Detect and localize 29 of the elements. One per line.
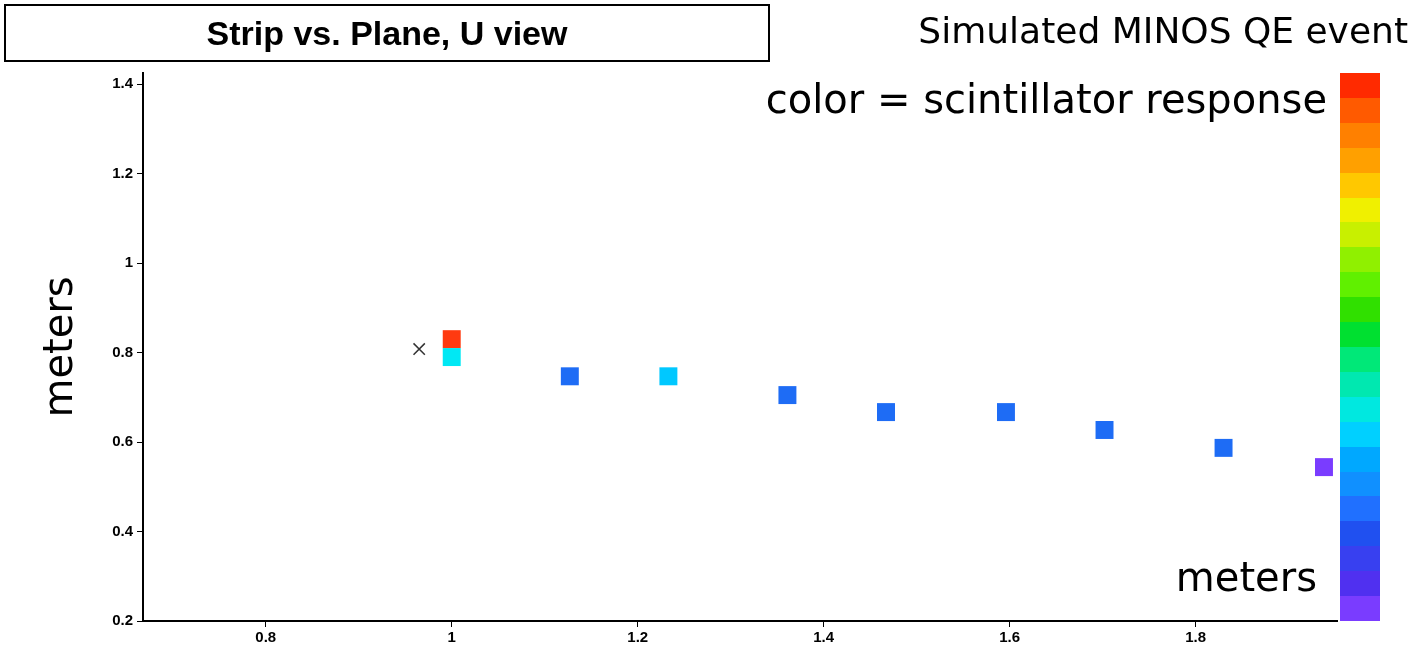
y-tick-label: 1 bbox=[124, 253, 133, 271]
chart-title: Strip vs. Plane, U view bbox=[4, 4, 770, 62]
point bbox=[442, 348, 461, 367]
point bbox=[1214, 438, 1233, 457]
y-tick-label: 0.6 bbox=[112, 432, 133, 450]
x-tick-label: 1.2 bbox=[627, 628, 649, 646]
y-tick-label: 0.8 bbox=[112, 342, 133, 360]
x-tick-label: 1.8 bbox=[1185, 628, 1207, 646]
y-tick-label: 1.2 bbox=[112, 163, 133, 181]
annotation: color = scintillator response bbox=[765, 76, 1327, 123]
point bbox=[1315, 458, 1333, 477]
y-axis-title: meters bbox=[35, 276, 82, 418]
y-tick-label: 0.2 bbox=[112, 611, 133, 629]
x-tick-label: 0.8 bbox=[255, 628, 277, 646]
point bbox=[659, 367, 678, 386]
point bbox=[877, 403, 895, 422]
point bbox=[442, 330, 461, 349]
point bbox=[412, 342, 426, 356]
point bbox=[1095, 421, 1114, 439]
x-tick-label: 1.6 bbox=[999, 628, 1021, 646]
x-axis-title: meters bbox=[1175, 554, 1317, 601]
x-tick-label: 1.4 bbox=[813, 628, 835, 646]
chart-subtitle: Simulated MINOS QE event bbox=[918, 10, 1408, 51]
point bbox=[560, 367, 579, 386]
y-tick-label: 0.4 bbox=[112, 521, 134, 539]
y-tick-label: 1.4 bbox=[112, 74, 134, 92]
point bbox=[996, 403, 1015, 422]
point bbox=[778, 386, 797, 405]
x-tick-label: 1 bbox=[447, 628, 456, 646]
